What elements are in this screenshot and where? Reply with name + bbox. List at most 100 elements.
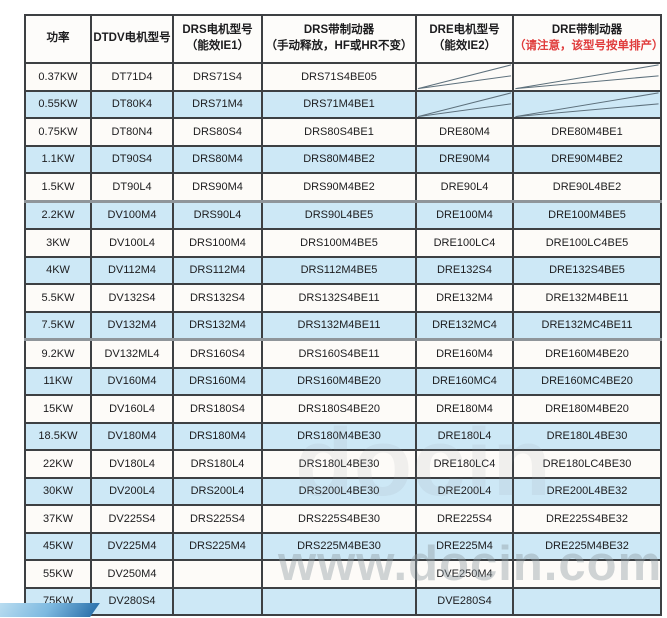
cell-power: 0.37KW <box>24 62 92 92</box>
header-drs-sublabel: （能效IE1） <box>185 40 250 52</box>
header-drs-brake-sublabel: （手动释放，HF或HR不变） <box>265 40 413 52</box>
cell-drs-model <box>172 559 263 589</box>
cell-dtdv-model: DV160M4 <box>90 366 174 396</box>
header-drs-brake: DRS带制动器 （手动释放，HF或HR不变） <box>261 14 417 64</box>
cell-power: 22KW <box>24 449 92 479</box>
cell-dtdv-model: DV132ML4 <box>90 338 174 369</box>
cell-power: 4KW <box>24 255 92 285</box>
cell-power: 5.5KW <box>24 283 92 313</box>
cell-drs-brake-model: DRS100M4BE5 <box>261 228 417 258</box>
cell-drs-brake-model: DRS160S4BE11 <box>261 338 417 369</box>
cell-dre-brake-model <box>512 89 662 119</box>
cell-dre-brake-model <box>512 586 662 616</box>
header-dre-sublabel: （能效IE2） <box>432 40 497 52</box>
cell-dtdv-model: DV180L4 <box>90 449 174 479</box>
cell-dtdv-model: DT90L4 <box>90 172 174 202</box>
cell-power: 15KW <box>24 394 92 424</box>
cell-power: 0.75KW <box>24 117 92 147</box>
cell-drs-model: DRS132M4 <box>172 310 263 341</box>
header-dtdv-label: DTDV电机型号 <box>93 32 171 45</box>
table-row: 45KW DV225M4 DRS225M4 DRS225M4BE30 DRE225M4 D… <box>24 531 662 561</box>
cell-drs-model: DRS80M4 <box>172 144 263 174</box>
cell-dre-brake-model: DRE160M4BE20 <box>512 338 662 369</box>
cell-dre-model: DRE180LC4 <box>415 449 514 479</box>
cell-dtdv-model: DT71D4 <box>90 62 174 92</box>
na-diagonal-lines <box>417 64 512 90</box>
table-row: 5.5KW DV132S4 DRS132S4 DRS132S4BE11 DRE132M4… <box>24 283 662 313</box>
cell-drs-brake-model: DRS90L4BE5 <box>261 199 417 230</box>
cell-dre-model <box>415 62 514 92</box>
cell-power: 11KW <box>24 366 92 396</box>
cell-dre-brake-model: DRE180LC4BE30 <box>512 449 662 479</box>
cell-dre-brake-model: DRE90L4BE2 <box>512 172 662 202</box>
na-diagonal-lines <box>514 92 660 118</box>
cell-drs-brake-model: DRS112M4BE5 <box>261 255 417 285</box>
cell-drs-brake-model: DRS71S4BE05 <box>261 62 417 92</box>
header-dre-label: DRE电机型号 <box>429 24 500 37</box>
cell-power: 55KW <box>24 559 92 589</box>
header-drs-model: DRS电机型号 （能效IE1） <box>172 14 263 64</box>
cell-drs-model: DRS90M4 <box>172 172 263 202</box>
header-row: 功率 DTDV电机型号 DRS电机型号 （能效IE1） DRS带制动器 （手动释… <box>24 14 662 64</box>
table-row: 37KW DV225S4 DRS225S4 DRS225S4BE30 DRE225S4 D… <box>24 504 662 534</box>
cell-dre-brake-model: DRE80M4BE1 <box>512 117 662 147</box>
cell-dre-brake-model: DRE100M4BE5 <box>512 199 662 230</box>
cell-dre-model: DRE200L4 <box>415 476 514 506</box>
cell-dre-model <box>415 89 514 119</box>
cell-drs-brake-model: DRS200L4BE30 <box>261 476 417 506</box>
cell-dtdv-model: DV225M4 <box>90 531 174 561</box>
cell-drs-brake-model: DRS225S4BE30 <box>261 504 417 534</box>
table-row: 11KW DV160M4 DRS160M4 DRS160M4BE20 DRE160MC4… <box>24 366 662 396</box>
cell-drs-model: DRS225M4 <box>172 531 263 561</box>
cell-drs-model <box>172 586 263 616</box>
cell-power: 1.5KW <box>24 172 92 202</box>
cell-dre-brake-model: DRE132MC4BE11 <box>512 310 662 341</box>
cell-drs-model: DRS100M4 <box>172 228 263 258</box>
cell-dtdv-model: DV250M4 <box>90 559 174 589</box>
cell-dre-model: DVE250M4 <box>415 559 514 589</box>
table-row: 1.1KW DT90S4 DRS80M4 DRS80M4BE2 DRE90M4 DRE90… <box>24 144 662 174</box>
cell-dre-model: DRE180M4 <box>415 394 514 424</box>
table-row: 18.5KW DV180M4 DRS180M4 DRS180M4BE30 DRE180L… <box>24 421 662 451</box>
cell-drs-model: DRS180S4 <box>172 394 263 424</box>
cell-dre-brake-model: DRE132S4BE5 <box>512 255 662 285</box>
motor-model-table: 功率 DTDV电机型号 DRS电机型号 （能效IE1） DRS带制动器 （手动释… <box>24 14 662 616</box>
cell-power: 45KW <box>24 531 92 561</box>
docin-logo <box>0 603 100 617</box>
cell-dtdv-model: DV200L4 <box>90 476 174 506</box>
cell-drs-model: DRS200L4 <box>172 476 263 506</box>
table-row: 22KW DV180L4 DRS180L4 DRS180L4BE30 DRE180LC4… <box>24 449 662 479</box>
cell-dtdv-model: DV225S4 <box>90 504 174 534</box>
cell-drs-brake-model: DRS180L4BE30 <box>261 449 417 479</box>
table-row: 0.37KW DT71D4 DRS71S4 DRS71S4BE05 <box>24 62 662 92</box>
header-drs-label: DRS电机型号 <box>182 24 253 37</box>
cell-dre-model: DVE280S4 <box>415 586 514 616</box>
cell-drs-brake-model: DRS180M4BE30 <box>261 421 417 451</box>
header-dtdv-model: DTDV电机型号 <box>90 14 174 64</box>
cell-drs-brake-model <box>261 559 417 589</box>
cell-dre-model: DRE160MC4 <box>415 366 514 396</box>
table-row: 30KW DV200L4 DRS200L4 DRS200L4BE30 DRE200L4 D… <box>24 476 662 506</box>
cell-drs-model: DRS71M4 <box>172 89 263 119</box>
na-diagonal-lines <box>514 64 660 90</box>
cell-drs-brake-model: DRS180S4BE20 <box>261 394 417 424</box>
cell-dre-brake-model <box>512 62 662 92</box>
cell-dtdv-model: DT80K4 <box>90 89 174 119</box>
cell-dtdv-model: DV280S4 <box>90 586 174 616</box>
cell-power: 18.5KW <box>24 421 92 451</box>
header-dre-brake-note: （请注意，该型号按单排产） <box>514 40 661 52</box>
table-row: 75KW DV280S4 DVE280S4 <box>24 586 662 616</box>
table-row: 3KW DV100L4 DRS100M4 DRS100M4BE5 DRE100LC4 DR… <box>24 228 662 258</box>
cell-drs-model: DRS112M4 <box>172 255 263 285</box>
table-row: 1.5KW DT90L4 DRS90M4 DRS90M4BE2 DRE90L4 DRE90… <box>24 172 662 202</box>
na-diagonal-lines <box>417 92 512 118</box>
cell-power: 7.5KW <box>24 310 92 341</box>
cell-dre-brake-model: DRE225S4BE32 <box>512 504 662 534</box>
cell-dre-model: DRE132M4 <box>415 283 514 313</box>
cell-dre-brake-model: DRE200L4BE32 <box>512 476 662 506</box>
header-power-label: 功率 <box>46 32 70 45</box>
cell-dre-model: DRE180L4 <box>415 421 514 451</box>
cell-dre-model: DRE90M4 <box>415 144 514 174</box>
cell-dre-model: DRE132MC4 <box>415 310 514 341</box>
cell-dre-brake-model: DRE132M4BE11 <box>512 283 662 313</box>
